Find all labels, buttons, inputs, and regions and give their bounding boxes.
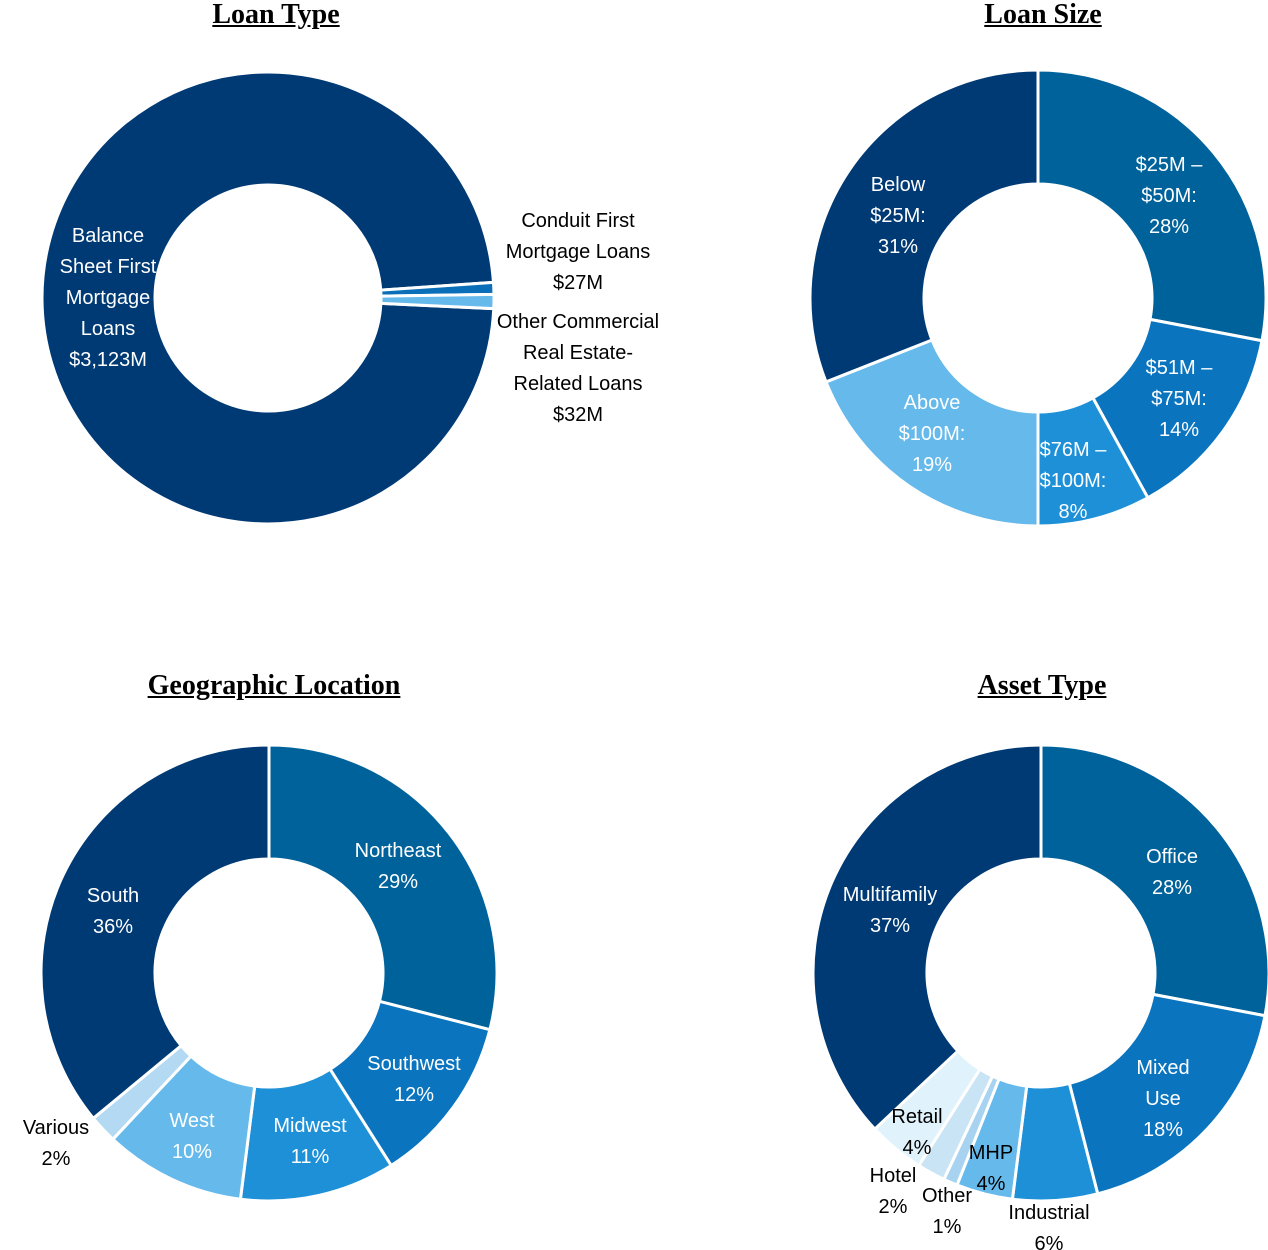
category-label: Balance Sheet First Mortgage Loans [59, 225, 157, 340]
slice-label: Midwest 11% [255, 1111, 365, 1173]
value-label: 36% [92, 916, 134, 938]
value-label: 11% [290, 1146, 330, 1168]
slice-label: Southwest 12% [349, 1049, 479, 1111]
donut-slice [808, 68, 1040, 384]
slice-label: Office 28% [1122, 842, 1222, 904]
value-label: 14% [1158, 419, 1200, 441]
category-label: MHP [968, 1142, 1014, 1164]
slice-label: Conduit First Mortgage Loans $27M [483, 206, 673, 299]
category-label: $51M – $75M: [1145, 357, 1213, 410]
value-label: 37% [869, 915, 911, 937]
value-label: $32M [552, 404, 604, 426]
donut-slice [824, 338, 1040, 528]
value-label: 19% [911, 454, 953, 476]
value-label: 2% [878, 1196, 908, 1218]
slice-label: Other Commercial Real Estate-Related Loa… [496, 307, 661, 431]
slice-label: Northeast 29% [338, 836, 458, 898]
category-label: Mixed Use [1136, 1057, 1190, 1110]
slice-label: Industrial 6% [994, 1198, 1104, 1250]
category-label: Multifamily [842, 884, 938, 906]
category-label: Industrial [1008, 1202, 1090, 1224]
slice-label: Retail 4% [887, 1102, 947, 1164]
chart-title: Asset Type [977, 670, 1107, 701]
donut-slice [1036, 68, 1268, 343]
category-label: South [86, 885, 140, 907]
chart-title: Geographic Location [147, 670, 401, 701]
donut-slice [811, 743, 1043, 1132]
donut-slice [39, 743, 271, 1121]
category-label: Conduit First Mortgage Loans [505, 210, 651, 263]
donut-slice [40, 70, 496, 526]
value-label: 6% [1034, 1233, 1064, 1250]
value-label: 2% [41, 1148, 71, 1170]
slice-label: MHP 4% [961, 1138, 1021, 1200]
value-label: 4% [976, 1173, 1006, 1195]
category-label: Various [22, 1117, 90, 1139]
category-label: West [169, 1110, 215, 1132]
slice-label: Other 1% [917, 1181, 977, 1243]
value-label: 28% [1148, 216, 1190, 238]
category-label: Northeast [354, 840, 442, 862]
chart-title: Loan Size [984, 0, 1102, 30]
slice-label: Multifamily 37% [825, 880, 955, 942]
donut-slice [1067, 992, 1267, 1196]
category-label: Retail [891, 1106, 943, 1128]
category-label: Above $100M: [898, 392, 966, 445]
value-label: 31% [877, 236, 919, 258]
value-label: 4% [902, 1137, 932, 1159]
donut-slice [379, 292, 496, 311]
category-label: Southwest [367, 1053, 461, 1075]
category-label: $76M – $100M: [1039, 439, 1107, 492]
category-label: Below $25M: [870, 174, 926, 227]
category-label: Office [1146, 846, 1198, 868]
slice-label: $51M – $75M: 14% [1137, 353, 1222, 446]
donut-slice [267, 743, 499, 1032]
value-label: 18% [1142, 1119, 1184, 1141]
value-label: 8% [1058, 501, 1088, 523]
category-label: $25M – $50M: [1135, 154, 1203, 207]
category-label: Midwest [273, 1115, 347, 1137]
value-label: $3,123M [69, 349, 147, 371]
slice-label: Hotel 2% [863, 1161, 923, 1223]
slice-label: West 10% [152, 1106, 232, 1168]
value-label: 28% [1151, 877, 1193, 899]
slice-label: $25M – $50M: 28% [1127, 150, 1212, 243]
value-label: 10% [171, 1141, 213, 1163]
value-label: 12% [393, 1084, 435, 1106]
category-label: Hotel [869, 1165, 917, 1187]
slice-label: South 36% [68, 881, 158, 943]
value-label: 1% [932, 1216, 962, 1238]
category-label: Other Commercial Real Estate-Related Loa… [496, 311, 660, 395]
category-label: Other [921, 1185, 973, 1207]
slice-label: Balance Sheet First Mortgage Loans $3,123… [53, 221, 163, 376]
slice-label: Various 2% [6, 1113, 106, 1175]
slice-label: Below $25M: 31% [853, 170, 943, 263]
slice-label: $76M – $100M: 8% [1028, 435, 1118, 528]
donut-slice [1039, 743, 1268, 1018]
chart-title: Loan Type [212, 0, 340, 30]
value-label: 29% [377, 871, 419, 893]
slice-label: Mixed Use 18% [1123, 1053, 1203, 1146]
slice-label: Above $100M: 19% [882, 388, 982, 481]
value-label: $27M [552, 272, 604, 294]
